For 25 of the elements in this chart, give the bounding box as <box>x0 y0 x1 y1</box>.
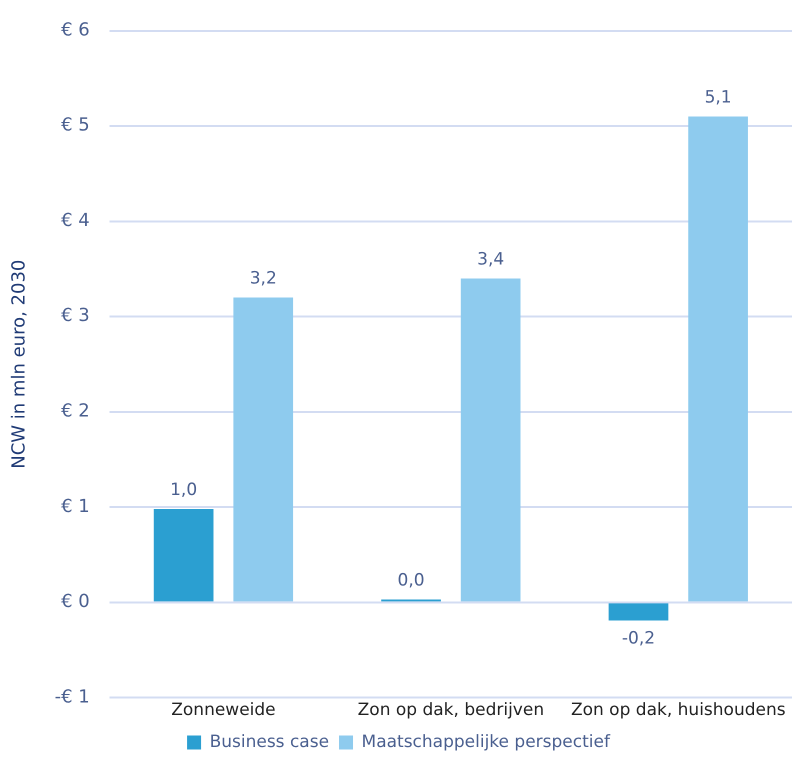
bar <box>460 278 521 602</box>
data-label: 1,0 <box>170 480 198 500</box>
y-tick-label: € 4 <box>61 210 90 231</box>
data-label: 5,1 <box>704 87 732 108</box>
y-axis-title: NCW in mln euro, 2030 <box>8 260 30 469</box>
x-tick-label: Zonneweide <box>171 700 276 720</box>
y-tick-label: € 2 <box>61 400 90 422</box>
y-tick-label: € 1 <box>61 496 90 517</box>
bar <box>233 298 294 602</box>
bar <box>154 508 214 602</box>
data-label: 0,0 <box>398 570 425 590</box>
legend-label: Maatschappelijke perspectief <box>362 732 611 752</box>
y-tick-label: € 6 <box>61 19 90 40</box>
legend-label: Business case <box>210 732 330 752</box>
bar <box>608 603 668 620</box>
y-tick-label: € 0 <box>61 591 90 612</box>
x-tick-label: Zon op dak, huishoudens <box>570 700 786 720</box>
bar <box>688 116 748 602</box>
data-label: 3,2 <box>250 268 277 288</box>
y-tick-label: € 3 <box>61 305 90 326</box>
y-tick-label: -€ 1 <box>54 686 90 708</box>
data-label: 3,4 <box>477 249 504 270</box>
x-tick-label: Zon op dak, bedrijven <box>358 700 544 720</box>
data-label: -0,2 <box>622 628 656 648</box>
y-tick-label: € 5 <box>61 114 90 136</box>
